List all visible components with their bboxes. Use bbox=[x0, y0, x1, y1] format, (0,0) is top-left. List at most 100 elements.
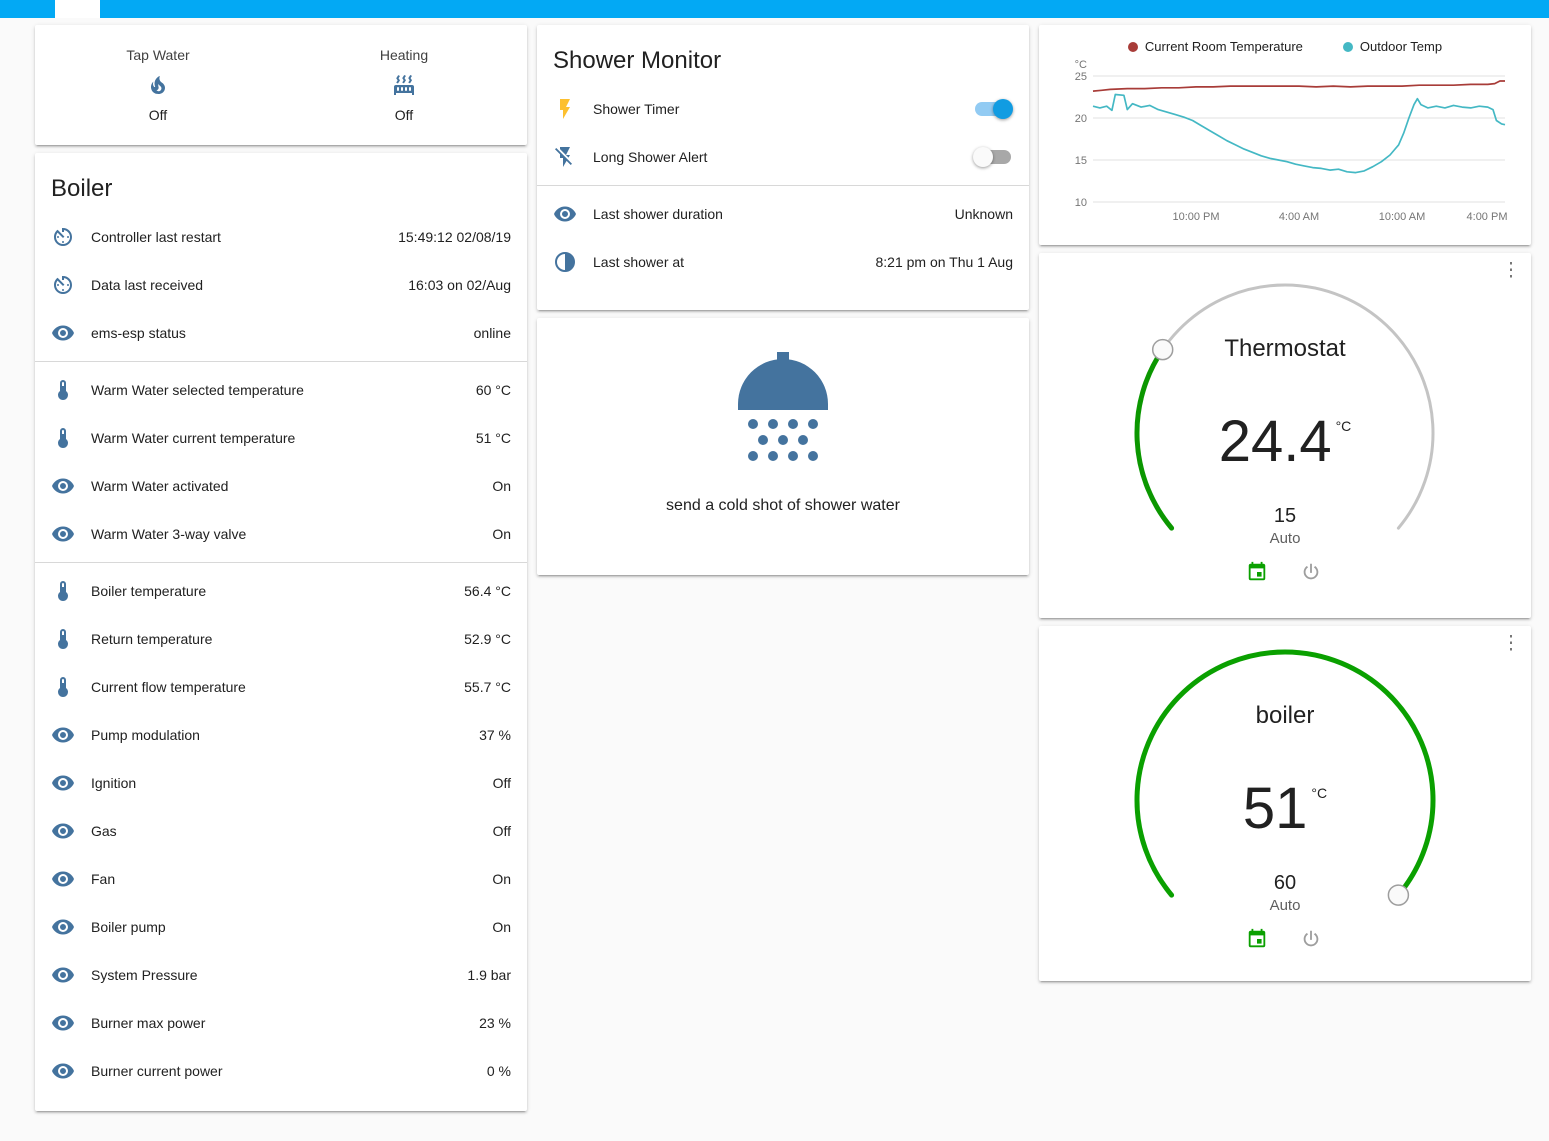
legend-label: Outdoor Temp bbox=[1359, 39, 1443, 54]
entity-row[interactable]: Controller last restart 15:49:12 02/08/19 bbox=[35, 213, 527, 261]
svg-text:10:00 PM: 10:00 PM bbox=[1172, 211, 1219, 223]
column-right: Current Room Temperature Outdoor Temp 10 1… bbox=[1039, 25, 1531, 981]
entity-row[interactable]: Boiler pump On bbox=[35, 903, 527, 951]
entity-value: 56.4 °C bbox=[464, 583, 511, 599]
header-tab bbox=[55, 0, 100, 18]
entity-row[interactable]: Gas Off bbox=[35, 807, 527, 855]
entity-name: Last shower duration bbox=[593, 206, 723, 222]
boiler-dial[interactable] bbox=[1125, 640, 1445, 960]
column-middle: Shower Monitor Shower Timer Long Shower A… bbox=[537, 25, 1029, 575]
shower-head-icon[interactable] bbox=[718, 352, 848, 477]
glance-label: Tap Water bbox=[126, 47, 190, 63]
entity-name: Boiler pump bbox=[91, 919, 166, 935]
entity-value: 55.7 °C bbox=[464, 679, 511, 695]
thermostat-dial-wrap: Thermostat 24.4 °C 15 Auto bbox=[1125, 273, 1445, 593]
entity-row[interactable]: Warm Water current temperature 51 °C bbox=[35, 414, 527, 462]
entity-row[interactable]: Warm Water activated On bbox=[35, 462, 527, 510]
eye-icon bbox=[51, 867, 75, 891]
entity-name: Warm Water current temperature bbox=[91, 430, 296, 446]
entity-name: Warm Water 3-way valve bbox=[91, 526, 247, 542]
entity-row[interactable]: Warm Water selected temperature 60 °C bbox=[35, 366, 527, 414]
entity-value: 52.9 °C bbox=[464, 631, 511, 647]
column-left: Tap Water Off Heating Off Boiler Controller… bbox=[35, 25, 527, 1111]
svg-text:°C: °C bbox=[1075, 59, 1087, 71]
entity-name: Ignition bbox=[91, 775, 137, 791]
entity-name: ems-esp status bbox=[91, 325, 186, 341]
entity-name: Pump modulation bbox=[91, 727, 200, 743]
legend-dot bbox=[1342, 41, 1353, 52]
calendar-sync-icon[interactable] bbox=[1246, 561, 1270, 585]
glance-item-heating[interactable]: Heating Off bbox=[281, 47, 527, 123]
dial-knob[interactable] bbox=[1151, 338, 1174, 361]
calendar-sync-icon[interactable] bbox=[1246, 928, 1270, 952]
entity-row[interactable]: Current flow temperature 55.7 °C bbox=[35, 663, 527, 711]
entity-row[interactable]: Boiler temperature 56.4 °C bbox=[35, 567, 527, 615]
power-icon[interactable] bbox=[1300, 928, 1324, 952]
entity-name: Burner max power bbox=[91, 1015, 206, 1031]
boiler-dial-wrap: boiler 51 °C 60 Auto bbox=[1125, 640, 1445, 960]
entity-name: Boiler temperature bbox=[91, 583, 207, 599]
history-chart-svg: 10 15 20 25°C 10:00 PM 4:00 AM 10:00 AM 4:00 PM bbox=[1075, 59, 1508, 223]
eye-icon bbox=[51, 819, 75, 843]
entity-value: 15:49:12 02/08/19 bbox=[398, 229, 511, 245]
toggle-switch[interactable] bbox=[975, 99, 1013, 119]
power-icon[interactable] bbox=[1300, 561, 1324, 585]
entity-row[interactable]: ems-esp status online bbox=[35, 309, 527, 357]
eye-icon bbox=[51, 474, 75, 498]
entity-name: Warm Water activated bbox=[91, 478, 229, 494]
dial-knob[interactable] bbox=[1387, 884, 1410, 906]
boiler-gauge-card: ⋮ boiler 51 °C 60 Auto bbox=[1039, 626, 1531, 981]
toggle-thumb bbox=[993, 99, 1013, 119]
glance-item-tap-water[interactable]: Tap Water Off bbox=[35, 47, 281, 123]
entity-row: Long Shower Alert bbox=[537, 133, 1029, 181]
svg-text:4:00 PM: 4:00 PM bbox=[1467, 211, 1508, 223]
thermostat-dial[interactable] bbox=[1125, 273, 1445, 593]
svg-text:20: 20 bbox=[1075, 113, 1087, 125]
divider bbox=[35, 562, 527, 563]
entity-name: Controller last restart bbox=[91, 229, 221, 245]
entity-name: Return temperature bbox=[91, 631, 213, 647]
entity-row[interactable]: Return temperature 52.9 °C bbox=[35, 615, 527, 663]
entity-row[interactable]: Last shower duration Unknown bbox=[537, 190, 1029, 238]
entity-value: 51 °C bbox=[475, 430, 511, 446]
entity-name: Last shower at bbox=[593, 254, 685, 270]
more-menu-icon[interactable]: ⋮ bbox=[1501, 633, 1521, 654]
thermometer-icon bbox=[51, 426, 75, 450]
entity-value: 0 % bbox=[486, 1063, 511, 1079]
entity-row[interactable]: System Pressure 1.9 bar bbox=[35, 951, 527, 999]
entity-row[interactable]: Last shower at 8:21 pm on Thu 1 Aug bbox=[537, 238, 1029, 286]
entity-value: 37 % bbox=[479, 727, 511, 743]
shower-monitor-card: Shower Monitor Shower Timer Long Shower A… bbox=[537, 25, 1029, 310]
entity-row[interactable]: Ignition Off bbox=[35, 759, 527, 807]
svg-text:15: 15 bbox=[1075, 155, 1087, 167]
toggle-switch[interactable] bbox=[973, 147, 1011, 167]
eye-icon bbox=[51, 321, 75, 345]
shower-monitor-title: Shower Monitor bbox=[553, 47, 722, 74]
entity-row[interactable]: Pump modulation 37 % bbox=[35, 711, 527, 759]
entity-value: Unknown bbox=[954, 206, 1013, 222]
entity-row[interactable]: Fan On bbox=[35, 855, 527, 903]
legend-item: Outdoor Temp bbox=[1342, 39, 1443, 54]
shower-monitor-rows: Shower Timer Long Shower Alert Last shower… bbox=[537, 85, 1029, 286]
eye-icon bbox=[553, 202, 577, 226]
shower-action-label[interactable]: send a cold shot of shower water bbox=[666, 497, 900, 514]
legend-label: Current Room Temperature bbox=[1144, 39, 1303, 54]
shower-action-card[interactable]: send a cold shot of shower water bbox=[537, 318, 1029, 575]
chart-legend: Current Room Temperature Outdoor Temp bbox=[1039, 25, 1531, 54]
svg-text:10:00 AM: 10:00 AM bbox=[1379, 211, 1425, 223]
eye-icon bbox=[51, 1059, 75, 1083]
more-menu-icon[interactable]: ⋮ bbox=[1501, 260, 1521, 281]
legend-dot bbox=[1127, 41, 1138, 52]
entity-name: Gas bbox=[91, 823, 117, 839]
entity-row[interactable]: Burner max power 23 % bbox=[35, 999, 527, 1047]
entity-row[interactable]: Data last received 16:03 on 02/Aug bbox=[35, 261, 527, 309]
svg-text:10: 10 bbox=[1075, 197, 1087, 209]
entity-row[interactable]: Burner current power 0 % bbox=[35, 1047, 527, 1095]
eye-icon bbox=[51, 1011, 75, 1035]
glance-state: Off bbox=[148, 107, 168, 123]
circle-half-icon bbox=[553, 250, 577, 274]
eye-icon bbox=[51, 522, 75, 546]
entity-row[interactable]: Warm Water 3-way valve On bbox=[35, 510, 527, 558]
divider bbox=[537, 185, 1029, 186]
gauge-icons bbox=[1246, 561, 1324, 585]
